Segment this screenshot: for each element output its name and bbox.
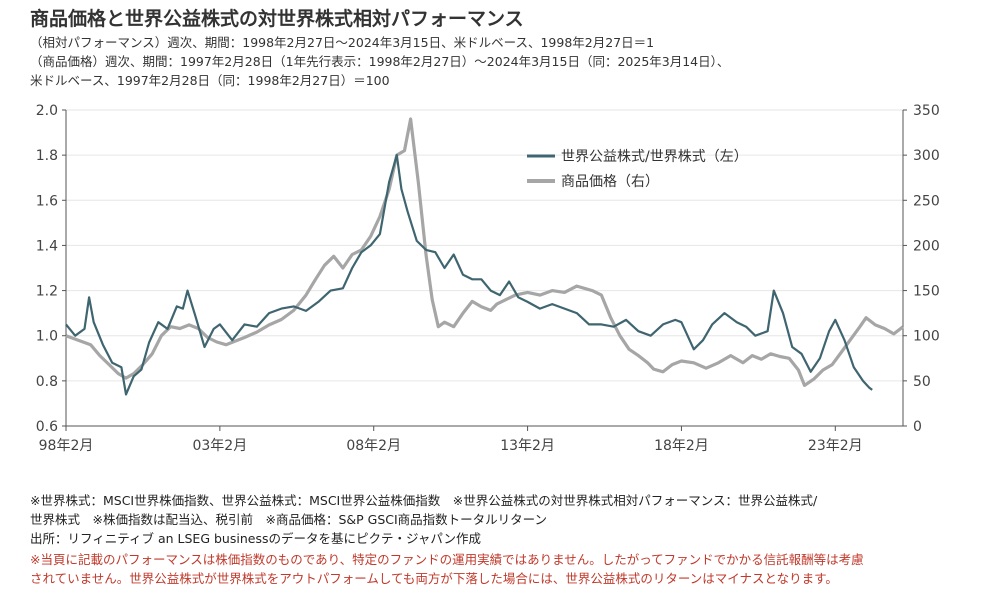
subtitle-line-1: （相対パフォーマンス）週次、期間：1998年2月27日～2024年3月15日、米… [30,35,655,50]
x-tick-label: 23年2月 [808,438,863,454]
series-line-utilities-relative [65,154,873,396]
disclaimer-1: ※当頁に記載のパフォーマンスは株価指数のものであり、特定のファンドの運用実績では… [30,552,864,567]
subtitle-line-2: （商品価格）週次、期間：1997年2月28日（1年先行表示：1998年2月27日… [30,54,730,69]
line-chart: 0.6 0.8 1.0 1.2 1.4 1.6 1.8 2.0 0 50 100 150 200 250 3… [36,103,940,454]
chart-legend: 世界公益株式/世界株式（左） 商品価格（右） [527,149,748,190]
y-right-tick-label: 100 [913,329,940,345]
y-left-tick-label: 0.6 [36,419,58,435]
y-right-tick-label: 0 [913,419,922,435]
y-right-tick-label: 250 [913,193,940,209]
y-left-tick-label: 2.0 [36,103,58,119]
chart-series [65,117,904,396]
page-title: 商品価格と世界公益株式の対世界株式相対パフォーマンス [30,8,524,30]
x-tick-label: 08年2月 [346,438,401,454]
y-right-tick-label: 350 [913,103,940,119]
chart-axes: 0.6 0.8 1.0 1.2 1.4 1.6 1.8 2.0 0 50 100 150 200 250 3… [36,103,940,454]
source-note: 出所：リフィニティブ an LSEG businessのデータを基にピクテ・ジャ… [30,531,481,546]
y-left-tick-label: 1.2 [36,284,58,300]
y-right-tick-label: 300 [913,148,940,164]
y-right-tick-label: 50 [913,374,931,390]
y-left-tick-label: 0.8 [36,374,58,390]
y-right-tick-label: 150 [913,284,940,300]
legend-label: 商品価格（右） [561,174,659,190]
y-left-tick-label: 1.8 [36,148,58,164]
chart-grid [66,109,903,382]
y-left-tick-label: 1.6 [36,193,58,209]
footnote-1: ※世界株式：MSCI世界株価指数、世界公益株式：MSCI世界公益株価指数 ※世界… [30,493,818,508]
footnote-2: 世界株式 ※株価指数は配当込、税引前 ※商品価格：S&P GSCI商品指数トータ… [30,512,548,527]
x-tick-label: 13年2月 [500,438,555,454]
subtitle-line-3: 米ドルベース、1997年2月28日（同：1998年2月27日）＝100 [30,73,390,88]
disclaimer-2: されていません。世界公益株式が世界株式をアウトパフォームしても両方が下落した場合… [30,571,838,586]
x-tick-label: 03年2月 [192,438,247,454]
series-line-commodity [65,117,904,387]
x-tick-label: 98年2月 [39,438,94,454]
legend-label: 世界公益株式/世界株式（左） [561,149,748,165]
y-left-tick-label: 1.0 [36,329,58,345]
x-tick-label: 18年2月 [654,438,709,454]
y-right-tick-label: 200 [913,238,940,254]
y-left-tick-label: 1.4 [36,238,58,254]
